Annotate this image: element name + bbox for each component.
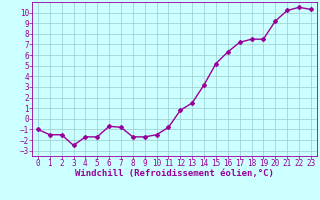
X-axis label: Windchill (Refroidissement éolien,°C): Windchill (Refroidissement éolien,°C) — [75, 169, 274, 178]
